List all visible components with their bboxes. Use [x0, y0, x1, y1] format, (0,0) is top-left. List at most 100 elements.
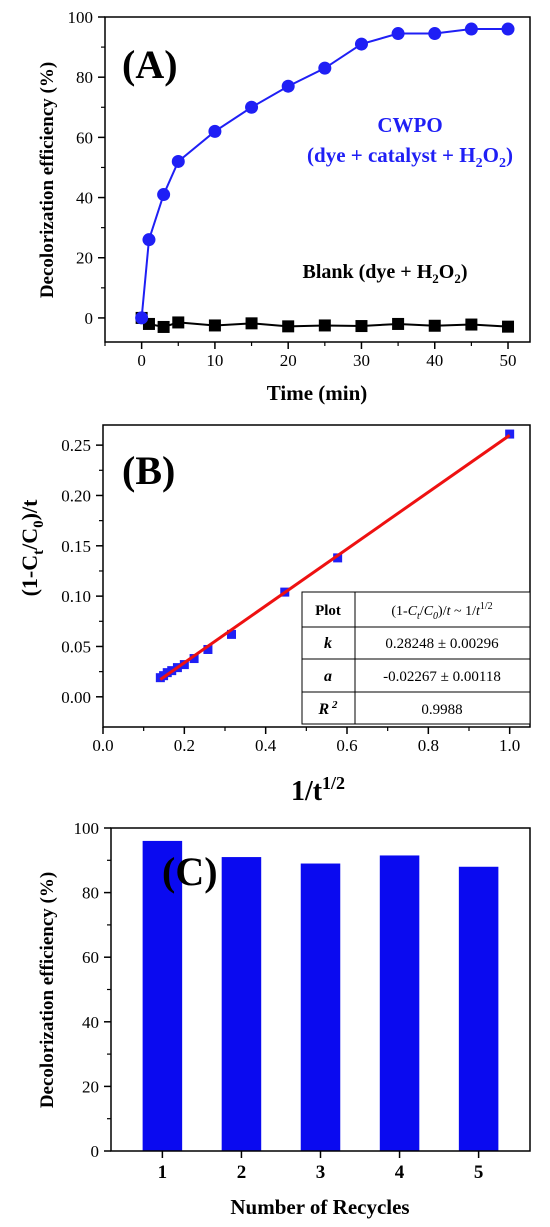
fit-table-row-k-value: 0.28248 ± 0.00296 [385, 636, 499, 652]
panel-a-label: (A) [122, 42, 178, 87]
data-point [318, 61, 332, 75]
y-tick-label: 0.00 [61, 688, 91, 707]
fit-table-row-a-label: a [324, 668, 332, 685]
panel-b-fit-line [159, 434, 511, 681]
panel-a: 0 10 20 30 40 50 0 20 40 60 80 100 (A) CWPO (dye + … [37, 8, 531, 405]
data-point [392, 317, 405, 330]
panel-b-label: (B) [122, 448, 175, 493]
fit-table-row-r2-value: 0.9988 [421, 702, 462, 718]
y-tick-label: 100 [68, 8, 94, 27]
x-tick-label: 50 [500, 351, 517, 370]
y-tick-label: 100 [74, 819, 100, 838]
x-tick-label: 1.0 [499, 736, 520, 755]
data-point [208, 124, 222, 138]
data-point [465, 318, 478, 331]
data-point [227, 629, 237, 639]
panel-c-x-axis-title: Number of Recycles [230, 1195, 409, 1219]
blank-series [135, 311, 515, 333]
x-tick-label: 2 [237, 1162, 247, 1183]
x-tick-label: 30 [353, 351, 370, 370]
panel-c: 1 2 3 4 5 0 20 40 60 80 100 (C) Number of Recycles… [37, 819, 531, 1219]
y-tick-label: 0.05 [61, 637, 91, 656]
x-tick-label: 0.2 [174, 736, 195, 755]
y-tick-label: 20 [76, 249, 93, 268]
y-tick-label: 0.25 [61, 436, 91, 455]
bar [458, 866, 499, 1151]
data-point [208, 319, 221, 332]
data-point [505, 429, 515, 439]
panel-b: 0.0 0.2 0.4 0.6 0.8 1.0 0.00 0.05 0.10 0.15 0.20 0.… [17, 424, 531, 807]
y-tick-label: 60 [82, 948, 99, 967]
y-tick-label: 0 [85, 309, 94, 328]
data-point [502, 320, 515, 333]
y-tick-label: 0.20 [61, 486, 91, 505]
panel-c-ticks: 1 2 3 4 5 0 20 40 60 80 100 [74, 819, 484, 1183]
fit-line [159, 434, 511, 681]
y-tick-label: 40 [82, 1013, 99, 1032]
x-tick-label: 5 [474, 1162, 484, 1183]
panel-a-frame [104, 16, 531, 343]
fit-table-border [301, 591, 531, 725]
data-point [281, 79, 295, 93]
x-tick-label: 0.4 [255, 736, 277, 755]
bar [379, 855, 420, 1151]
data-point [318, 319, 331, 332]
y-tick-label: 60 [76, 128, 93, 147]
blank-annotation: Blank (dye + H2O2) [303, 261, 468, 286]
x-tick-label: 1 [158, 1162, 168, 1183]
fit-table-row-a-value: -0.02267 ± 0.00118 [383, 669, 501, 685]
data-point [142, 233, 156, 247]
data-point [157, 320, 170, 333]
data-point [245, 317, 258, 330]
data-point [354, 37, 368, 51]
x-tick-label: 10 [206, 351, 223, 370]
panel-c-label: (C) [162, 849, 218, 894]
x-tick-label: 0 [137, 351, 146, 370]
y-tick-label: 0 [91, 1142, 100, 1161]
x-tick-label: 3 [316, 1162, 326, 1183]
panel-c-bars [142, 840, 499, 1151]
data-point [179, 660, 189, 670]
x-tick-label: 4 [395, 1162, 405, 1183]
panel-c-y-axis-title: Decolorization efficiency (%) [37, 872, 58, 1108]
y-tick-label: 80 [82, 884, 99, 903]
panel-b-x-axis-title: 1/t1/2 [291, 773, 345, 807]
y-tick-label: 80 [76, 68, 93, 87]
cwpo-series [135, 22, 515, 325]
data-point [135, 311, 149, 325]
data-point [189, 654, 199, 664]
x-tick-label: 40 [426, 351, 443, 370]
y-tick-label: 0.15 [61, 537, 91, 556]
panel-a-ticks: 0 10 20 30 40 50 0 20 40 60 80 100 [68, 8, 517, 370]
data-point [245, 100, 259, 114]
x-tick-label: 20 [280, 351, 297, 370]
data-point [355, 320, 368, 333]
y-tick-label: 0.10 [61, 587, 91, 606]
y-tick-label: 40 [76, 189, 93, 208]
data-point [282, 320, 295, 333]
fit-table-row-plot-value: (1-Ct/C0)/t ~ 1/t1/2 [391, 601, 492, 622]
panel-b-frame [102, 424, 531, 728]
x-tick-label: 0.0 [92, 736, 113, 755]
data-point [333, 553, 343, 563]
bar [300, 863, 341, 1151]
panel-b-ticks: 0.0 0.2 0.4 0.6 0.8 1.0 0.00 0.05 0.10 0.15 0.20 0.… [61, 436, 520, 755]
panel-a-y-axis-title: Decolorization efficiency (%) [37, 62, 58, 298]
x-tick-label: 0.6 [336, 736, 357, 755]
data-point [464, 22, 478, 36]
data-point [171, 154, 185, 168]
bar [221, 857, 262, 1151]
bar [142, 840, 183, 1151]
data-point [501, 22, 515, 36]
data-point [157, 188, 171, 202]
fit-table-row-k-label: k [324, 635, 332, 652]
cwpo-annotation-line1: CWPO [377, 113, 442, 137]
fit-table: Plot (1-Ct/C0)/t ~ 1/t1/2 k 0.28248 ± 0.… [301, 591, 531, 725]
data-point [428, 27, 442, 41]
data-point [203, 644, 213, 654]
fit-table-row-plot-label: Plot [315, 603, 341, 619]
data-point [428, 319, 441, 332]
x-tick-label: 0.8 [418, 736, 439, 755]
panel-b-y-axis-title: (1-Ct/C0)/t [17, 499, 47, 596]
